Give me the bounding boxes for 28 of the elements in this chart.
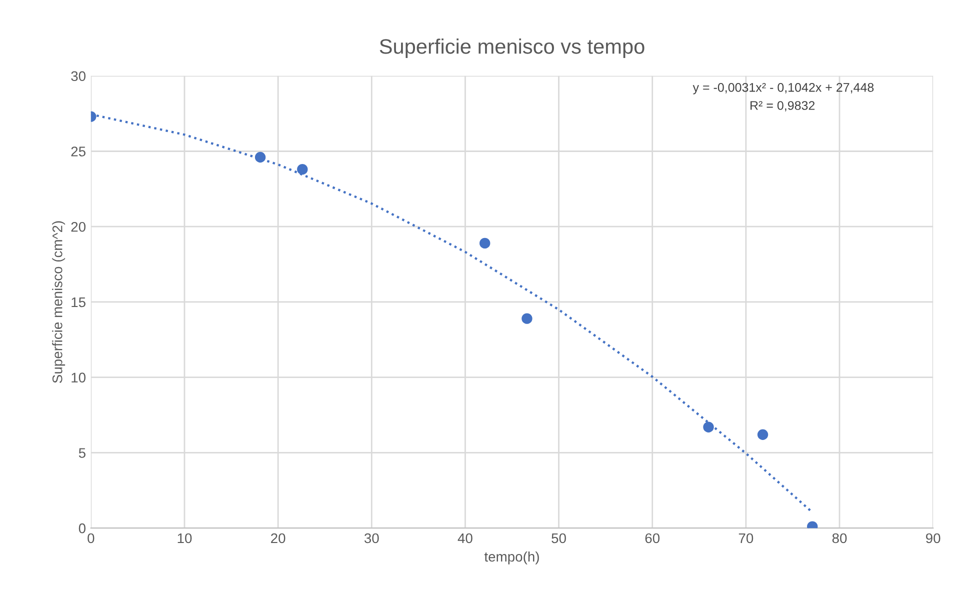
chart-title: Superficie menisco vs tempo: [380, 38, 644, 58]
annotation: R² = 0,9832: [750, 101, 815, 112]
x-axis-title: tempo(h): [484, 551, 539, 564]
x-tick-label: 0: [88, 533, 94, 544]
x-tick-label: 50: [552, 533, 566, 544]
y-tick-label: 25: [71, 146, 86, 156]
annotation: y = -0,0031x² - 0,1042x + 27,448: [692, 82, 874, 94]
y-axis-title: Superficie menisco (cm^2): [52, 221, 66, 383]
x-tick-label: 70: [738, 533, 754, 544]
y-tick-label: 15: [72, 297, 86, 308]
y-tick-label: 10: [72, 372, 86, 383]
point: [522, 313, 532, 324]
x-tick-label: 40: [458, 533, 472, 544]
point: [703, 422, 714, 432]
x-tick-label: 10: [178, 533, 192, 544]
point: [480, 238, 490, 249]
y-tick-label: 30: [71, 71, 86, 82]
point: [757, 429, 768, 440]
x-tick-label: 30: [364, 533, 379, 544]
point: [254, 152, 266, 163]
x-tick-label: 20: [271, 533, 286, 544]
x-tick-label: 80: [832, 533, 847, 544]
x-tick-label: 90: [926, 533, 940, 544]
y-tick-label: 5: [78, 448, 86, 458]
y-tick-label: 20: [71, 222, 86, 232]
point: [297, 164, 308, 175]
y-tick-label: 0: [78, 523, 86, 534]
x-tick-label: 60: [645, 533, 660, 544]
